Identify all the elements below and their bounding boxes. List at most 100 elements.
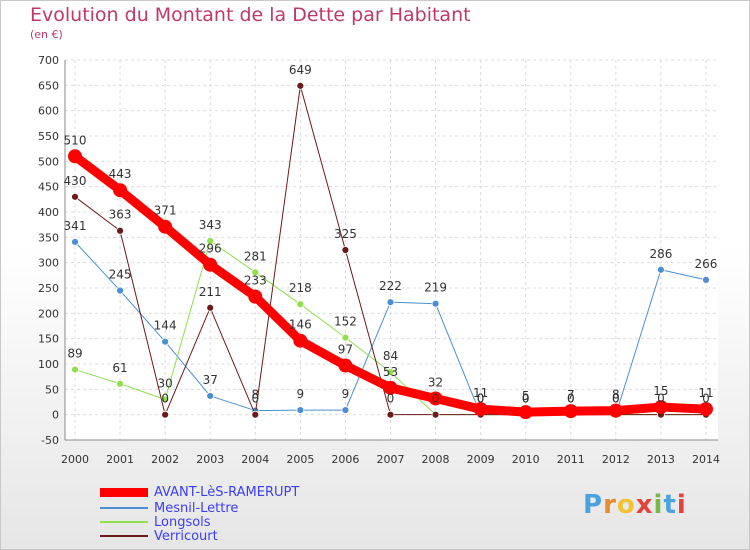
y-tick-label: 100 (38, 358, 59, 371)
data-label: 0 (387, 392, 395, 406)
data-label: 219 (424, 281, 447, 295)
data-label: 266 (695, 257, 718, 271)
data-label: 7 (567, 388, 575, 402)
data-point (518, 405, 533, 420)
data-label: 0 (702, 392, 710, 406)
data-point (657, 265, 665, 274)
data-label: 9 (297, 387, 305, 401)
data-point (431, 410, 440, 419)
data-label: 218 (289, 281, 312, 295)
data-label: 0 (522, 392, 530, 406)
x-tick-label: 2004 (241, 453, 269, 466)
data-label: 510 (64, 133, 87, 147)
data-label: 152 (334, 315, 357, 329)
logo-letter: i (653, 490, 664, 520)
data-point (158, 219, 173, 234)
legend-swatch-mesnil (100, 507, 148, 509)
data-point (248, 289, 263, 304)
legend-item-longsols: Longsols (100, 514, 211, 530)
legend-swatch-avant (100, 487, 148, 497)
logo-letter: P (583, 490, 604, 520)
y-tick-label: 50 (45, 383, 59, 396)
data-point (431, 299, 440, 308)
logo-letter: r (603, 490, 617, 520)
legend-label-avant: AVANT-LèS-RAMERUPT (154, 484, 300, 500)
data-point (386, 410, 395, 419)
proxiti-logo: Proxiti (583, 490, 687, 520)
data-label: 144 (154, 319, 177, 333)
data-label: 363 (109, 208, 132, 222)
data-label: 15 (653, 384, 668, 398)
data-label: 8 (251, 388, 259, 402)
data-point (71, 365, 79, 374)
data-label: 146 (289, 318, 312, 332)
y-tick-label: 600 (38, 105, 59, 118)
x-tick-label: 2014 (692, 453, 720, 466)
x-tick-label: 2013 (647, 453, 675, 466)
x-tick-label: 2007 (376, 453, 404, 466)
data-point (608, 403, 623, 418)
data-label: 84 (383, 349, 398, 363)
data-point (161, 337, 170, 346)
data-label: 286 (649, 247, 672, 261)
plot-area (65, 60, 718, 440)
logo-letter: i (676, 490, 687, 520)
logo-letter: t (663, 490, 677, 520)
data-point (386, 298, 395, 307)
data-point (428, 391, 443, 406)
data-point (116, 286, 124, 295)
data-point (71, 237, 79, 246)
data-label: 341 (64, 219, 87, 233)
data-label: 0 (522, 392, 530, 406)
data-label: 371 (154, 204, 177, 218)
data-point (383, 380, 398, 395)
y-tick-label: 500 (38, 155, 59, 168)
data-point (251, 268, 260, 277)
logo-letter: x (635, 490, 654, 520)
data-label: 9 (342, 387, 350, 401)
data-label: 233 (244, 274, 267, 288)
data-label: 325 (334, 227, 357, 241)
data-label: 0 (612, 392, 620, 406)
data-label: 0 (477, 392, 485, 406)
data-label: 37 (203, 373, 218, 387)
data-label: 0 (251, 392, 259, 406)
y-tick-label: 550 (38, 130, 59, 143)
x-tick-label: 2011 (557, 453, 585, 466)
x-tick-label: 2002 (151, 453, 179, 466)
data-label: 5 (522, 389, 530, 403)
data-point (116, 226, 124, 235)
data-point (341, 406, 350, 415)
data-point (386, 368, 395, 377)
data-point (116, 379, 124, 388)
x-tick-label: 2008 (422, 453, 450, 466)
data-label: 11 (698, 386, 713, 400)
data-label: 30 (157, 376, 172, 390)
data-point (293, 333, 308, 348)
x-tick-label: 2003 (196, 453, 224, 466)
data-label: 8 (612, 388, 620, 402)
data-label: 53 (383, 365, 398, 379)
x-tick-label: 2012 (602, 453, 630, 466)
data-point (113, 183, 128, 198)
data-point (203, 257, 218, 272)
x-tick-label: 2006 (331, 453, 359, 466)
data-label: 281 (244, 249, 267, 263)
y-tick-label: 250 (38, 282, 59, 295)
data-label: 0 (567, 392, 575, 406)
data-label: 0 (657, 392, 665, 406)
data-label: 245 (109, 268, 132, 282)
data-label: 343 (199, 218, 222, 232)
data-point (296, 81, 305, 90)
legend-swatch-longsols (100, 521, 148, 523)
data-point (341, 246, 350, 254)
data-point (296, 300, 305, 309)
legend-label-mesnil: Mesnil-Lettre (154, 500, 239, 516)
data-label: 89 (67, 347, 82, 361)
data-label: 0 (477, 392, 485, 406)
data-label: 649 (289, 63, 312, 77)
legend-item-verricourt: Verricourt (100, 528, 218, 544)
y-tick-label: 450 (38, 181, 59, 194)
data-point (296, 406, 305, 415)
